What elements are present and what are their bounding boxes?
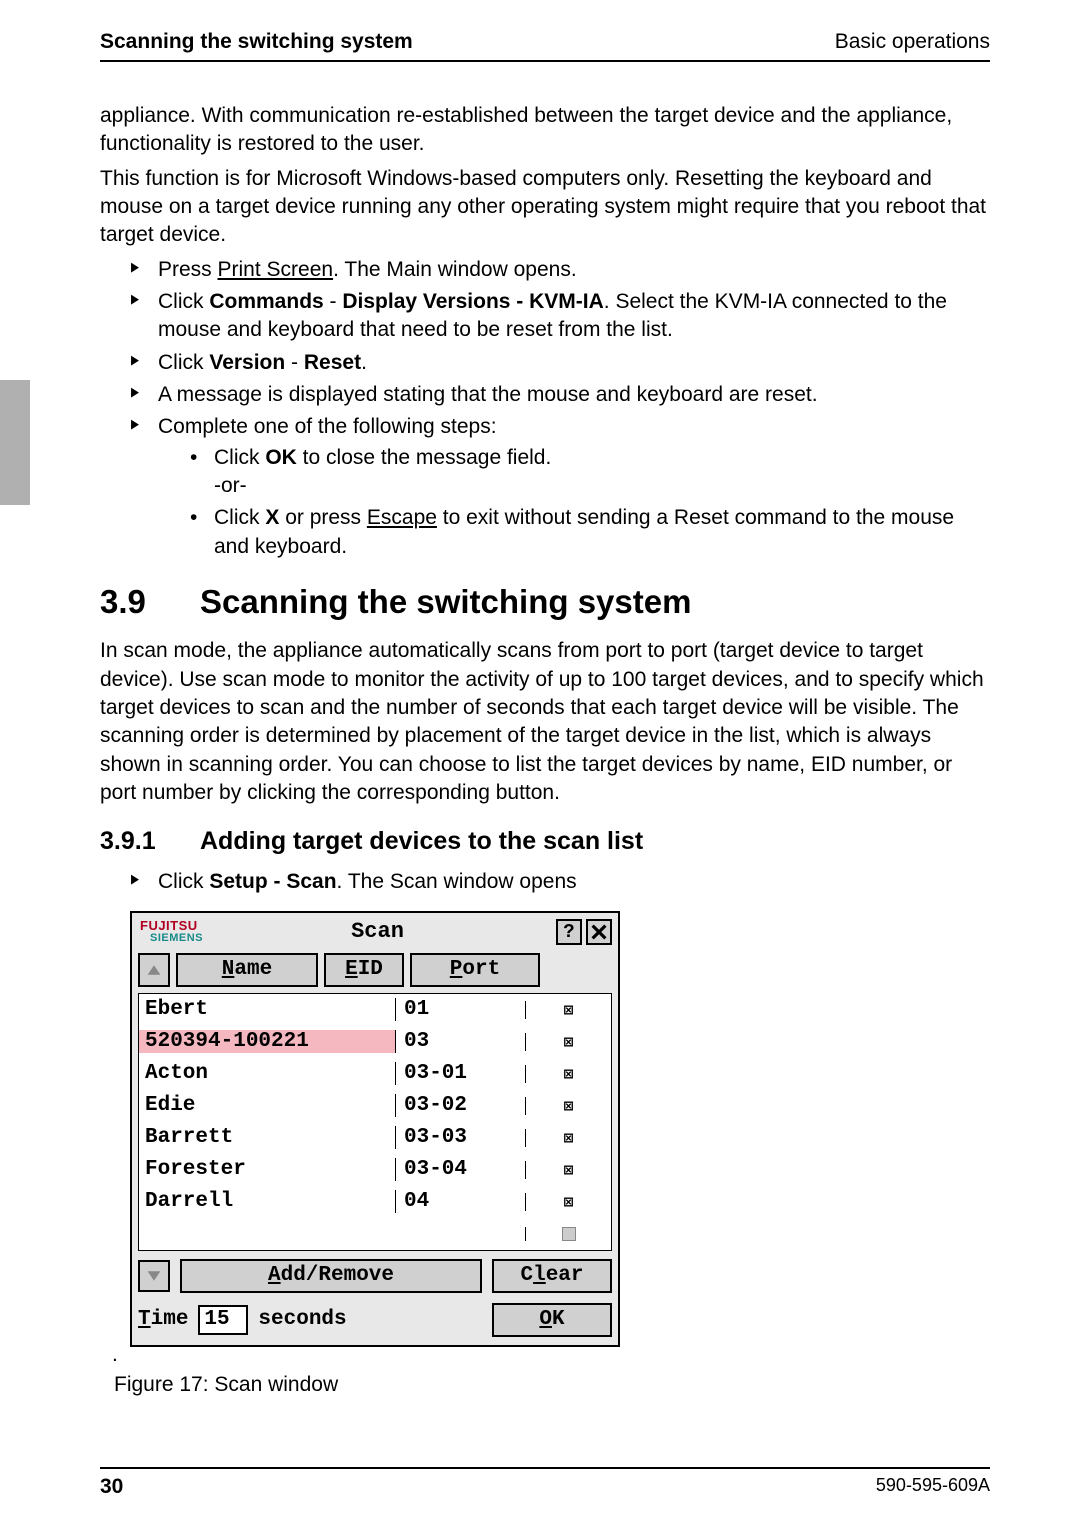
substep-or-divider: -or-: [214, 472, 990, 500]
intro-paragraph-2: This function is for Microsoft Windows-b…: [100, 165, 990, 250]
substep-click-ok: Click OK to close the message field. -or…: [186, 444, 990, 501]
row-port: 03-02: [395, 1094, 525, 1117]
checkbox-icon: ⊠: [560, 1161, 578, 1179]
document-number: 590-595-609A: [876, 1475, 990, 1499]
scroll-down-icon: [146, 1268, 162, 1284]
row-checkbox[interactable]: ⊠: [525, 1001, 611, 1019]
scan-window-title: Scan: [203, 919, 552, 944]
add-remove-button[interactable]: Add/Remove: [180, 1259, 482, 1293]
row-port: 03-03: [395, 1126, 525, 1149]
checkbox-icon: [562, 1227, 576, 1241]
column-eid-button[interactable]: EID: [324, 953, 404, 987]
substep-click-x-escape: Click X or press Escape to exit without …: [186, 504, 990, 561]
row-checkbox[interactable]: ⊠: [525, 1033, 611, 1051]
row-port: 01: [395, 998, 525, 1021]
step-setup-scan: Click Setup - Scan. The Scan window open…: [130, 868, 990, 896]
table-row[interactable]: Edie03-02 ⊠: [139, 1090, 611, 1122]
page-number: 30: [100, 1475, 123, 1499]
section-heading: 3.9 Scanning the switching system: [100, 583, 990, 621]
row-port: 03: [395, 1030, 525, 1053]
step-version-reset: Click Version - Reset.: [130, 349, 990, 377]
section-number: 3.9: [100, 583, 200, 621]
side-tab-marker: [0, 380, 30, 505]
section-intro-paragraph: In scan mode, the appliance automaticall…: [100, 637, 990, 807]
step-commands-display-versions: Click Commands - Display Versions - KVM-…: [130, 288, 990, 345]
page-header: Scanning the switching system Basic oper…: [100, 30, 990, 62]
subsection-heading: 3.9.1 Adding target devices to the scan …: [100, 827, 990, 856]
column-headers: Name EID Port: [132, 949, 618, 993]
subsection-title: Adding target devices to the scan list: [200, 827, 643, 856]
row-name: Ebert: [139, 998, 395, 1021]
row-name: 520394-100221: [139, 1030, 395, 1053]
row-name: Darrell: [139, 1190, 395, 1213]
row-checkbox[interactable]: ⊠: [525, 1097, 611, 1115]
scan-window: FUJITSU SIEMENS Scan ? Name EID Port: [130, 911, 620, 1347]
close-icon: [591, 924, 607, 940]
row-name: Barrett: [139, 1126, 395, 1149]
scroll-up-icon: [146, 962, 162, 978]
ok-button[interactable]: OK: [492, 1303, 612, 1337]
row-checkbox[interactable]: [525, 1227, 611, 1241]
intro-paragraph-1: appliance. With communication re-establi…: [100, 102, 990, 159]
row-port: 03-04: [395, 1158, 525, 1181]
row-checkbox[interactable]: ⊠: [525, 1129, 611, 1147]
table-row[interactable]: 520394-10022103 ⊠: [139, 1026, 611, 1058]
checkbox-icon: ⊠: [560, 1001, 578, 1019]
checkbox-icon: ⊠: [560, 1033, 578, 1051]
header-section-title: Scanning the switching system: [100, 30, 413, 54]
row-port: 04: [395, 1190, 525, 1213]
checkbox-icon: ⊠: [560, 1129, 578, 1147]
table-row[interactable]: Acton03-01 ⊠: [139, 1058, 611, 1090]
column-port-button[interactable]: Port: [410, 953, 540, 987]
checkbox-icon: ⊠: [560, 1097, 578, 1115]
step-message-displayed: A message is displayed stating that the …: [130, 381, 990, 409]
row-name: Acton: [139, 1062, 395, 1085]
row-name: Edie: [139, 1094, 395, 1117]
row-checkbox[interactable]: ⊠: [525, 1193, 611, 1211]
row-port: 03-01: [395, 1062, 525, 1085]
table-row[interactable]: Barrett03-03 ⊠: [139, 1122, 611, 1154]
header-chapter-title: Basic operations: [835, 30, 990, 54]
figure-caption: Figure 17: Scan window: [114, 1373, 990, 1397]
close-button[interactable]: [586, 919, 612, 945]
help-button[interactable]: ?: [556, 919, 582, 945]
table-row[interactable]: Forester03-04 ⊠: [139, 1154, 611, 1186]
row-checkbox[interactable]: ⊠: [525, 1161, 611, 1179]
time-unit-label: seconds: [258, 1308, 482, 1331]
subsection-number: 3.9.1: [100, 827, 200, 856]
scroll-down-button[interactable]: [138, 1260, 170, 1292]
checkbox-icon: ⊠: [560, 1193, 578, 1211]
figure-dot: .: [112, 1343, 990, 1367]
table-row[interactable]: Darrell04 ⊠: [139, 1186, 611, 1218]
scroll-up-button[interactable]: [138, 953, 170, 987]
column-name-button[interactable]: Name: [176, 953, 318, 987]
scan-title-bar: FUJITSU SIEMENS Scan ?: [132, 913, 618, 949]
table-row[interactable]: [139, 1218, 611, 1250]
step-complete-one: Complete one of the following steps: Cli…: [130, 413, 990, 561]
section-title: Scanning the switching system: [200, 583, 691, 621]
page-footer: 30 590-595-609A: [100, 1467, 990, 1499]
scan-list: Ebert01⊠520394-10022103⊠Acton03-01⊠Edie0…: [138, 993, 612, 1251]
brand-logo: FUJITSU SIEMENS: [140, 920, 203, 943]
time-label: Time: [138, 1308, 188, 1331]
time-input[interactable]: [198, 1305, 248, 1335]
row-checkbox[interactable]: ⊠: [525, 1065, 611, 1083]
clear-button[interactable]: Clear: [492, 1259, 612, 1293]
step-print-screen: Press Print Screen. The Main window open…: [130, 256, 990, 284]
row-name: Forester: [139, 1158, 395, 1181]
table-row[interactable]: Ebert01 ⊠: [139, 994, 611, 1026]
checkbox-icon: ⊠: [560, 1065, 578, 1083]
